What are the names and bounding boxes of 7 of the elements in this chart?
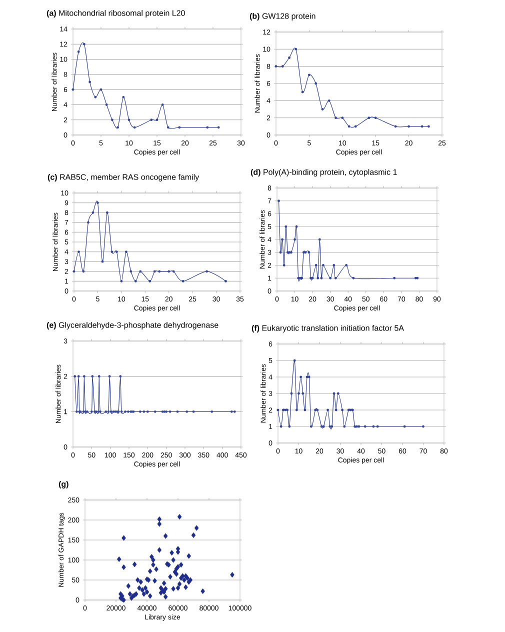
chart-title: (g)	[58, 480, 68, 488]
chart-title: (a) Mitochondrial ribosomal protein L20	[46, 10, 185, 18]
chart-title: (e) Glyceraldehyde-3-phosphate dehydrogenase	[46, 322, 218, 330]
chart-title: (f) Eukaryotic translation initiation factor 5A	[252, 325, 404, 332]
chart-title: (c) RAB5C, member RAS oncogene family	[48, 174, 200, 182]
chart-title: (b) GW128 protein	[250, 13, 316, 20]
chart-title: (d) Poly(A)-binding protein, cytoplasmic 1	[250, 169, 397, 176]
